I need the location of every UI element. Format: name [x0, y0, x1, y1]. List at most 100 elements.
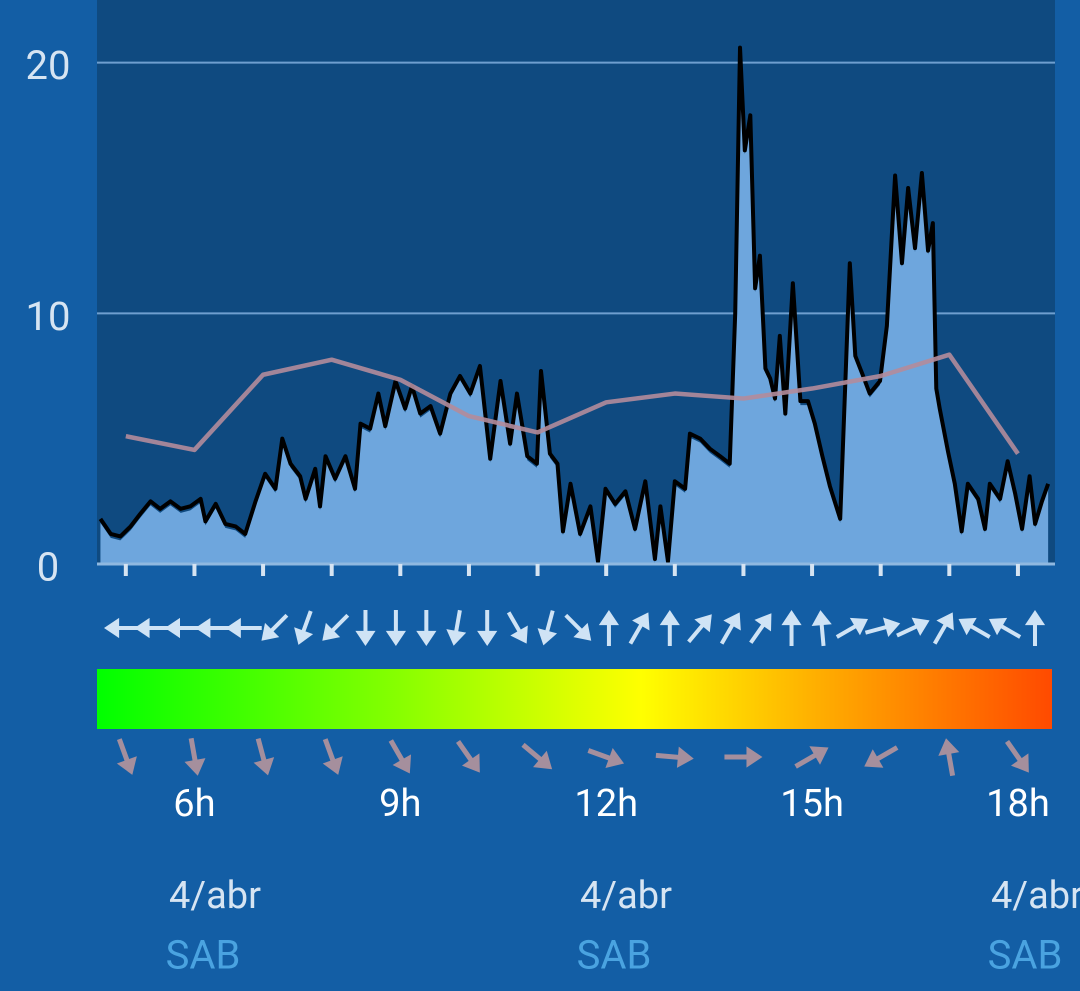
- arrow-head: [385, 630, 406, 646]
- x-tick-label: 12h: [574, 782, 638, 826]
- x-tick-label: 9h: [379, 782, 421, 826]
- direction-arrow: [988, 617, 1022, 639]
- arrow-head: [1024, 610, 1046, 626]
- direction-arrow: [587, 748, 625, 769]
- direction-arrow: [477, 610, 498, 646]
- x-tick-label: 18h: [986, 782, 1050, 826]
- arrow-head: [809, 746, 829, 765]
- direction-arrow: [938, 738, 960, 777]
- arrow-head: [322, 756, 343, 775]
- arrow-head: [116, 756, 137, 775]
- direction-arrow: [506, 611, 528, 644]
- direction-arrow: [811, 610, 832, 647]
- arrow-head: [938, 738, 960, 756]
- direction-arrow: [261, 613, 289, 641]
- direction-arrow: [416, 610, 437, 646]
- arrow-head: [164, 617, 180, 639]
- direction-arrow: [355, 610, 376, 646]
- direction-arrow: [659, 610, 680, 646]
- arrow-head: [184, 758, 206, 776]
- direction-arrow: [388, 739, 412, 774]
- color-scale: [97, 669, 1052, 729]
- direction-arrow: [598, 610, 620, 646]
- arrow-head: [936, 612, 954, 631]
- arrow-head: [446, 629, 467, 646]
- arrow-head: [253, 757, 275, 776]
- arrow-head: [676, 746, 694, 768]
- direction-arrow: [253, 738, 275, 776]
- arrow-head: [225, 617, 241, 639]
- date-label: 4/abr: [991, 874, 1080, 918]
- direction-arrow: [958, 617, 991, 639]
- arrow-head: [573, 622, 592, 641]
- arrow-head: [958, 617, 977, 636]
- direction-arrow: [184, 737, 206, 776]
- arrow-head: [416, 630, 437, 646]
- arrow-head: [533, 750, 553, 770]
- date-label: 4/abr: [169, 874, 261, 918]
- arrow-head: [195, 617, 211, 639]
- direction-arrow: [455, 740, 480, 773]
- direction-arrow: [521, 742, 553, 770]
- direction-arrow: [724, 746, 763, 768]
- series-line: [98, 45, 1051, 564]
- direction-arrow: [446, 609, 467, 646]
- direction-arrow: [116, 738, 137, 775]
- y-tick-label: 0: [37, 544, 59, 591]
- y-tick-label: 10: [26, 293, 71, 340]
- x-tick-label: 15h: [780, 782, 844, 826]
- arrow-head: [1010, 753, 1029, 773]
- arrow-head: [355, 630, 376, 646]
- direction-arrow: [835, 617, 868, 639]
- direction-arrow: [655, 746, 694, 768]
- arrow-head: [134, 617, 150, 639]
- arrow-head: [723, 612, 741, 631]
- day-label: SAB: [166, 932, 241, 979]
- direction-arrow: [864, 617, 901, 637]
- direction-arrow: [794, 746, 829, 769]
- day-label: SAB: [577, 932, 652, 979]
- direction-arrow: [932, 612, 954, 645]
- arrow-head: [461, 753, 480, 773]
- direction-arrow: [1024, 610, 1046, 646]
- arrow-head: [322, 622, 341, 641]
- direction-arrow: [628, 612, 650, 645]
- direction-arrow: [564, 613, 592, 641]
- arrow-head: [988, 617, 1008, 636]
- arrow-head: [781, 610, 802, 626]
- arrow-head: [104, 617, 120, 639]
- direction-arrow: [749, 613, 772, 644]
- arrow-head: [864, 749, 884, 768]
- direction-arrow: [896, 617, 930, 638]
- arrow-head: [598, 610, 620, 626]
- arrow-head: [392, 754, 412, 774]
- arrow-head: [849, 617, 868, 636]
- arrow-head: [694, 614, 712, 633]
- arrow-head: [261, 622, 280, 641]
- arrow-head: [754, 613, 772, 632]
- arrow-head: [746, 746, 763, 768]
- arrow-head: [605, 748, 625, 769]
- wind-area: [100, 51, 1049, 566]
- arrow-head: [477, 630, 498, 646]
- arrow-head: [811, 610, 832, 627]
- arrow-head: [659, 610, 680, 626]
- direction-arrow: [1004, 740, 1029, 773]
- direction-arrow: [687, 614, 712, 644]
- direction-arrow: [385, 610, 406, 646]
- direction-arrow: [537, 610, 558, 646]
- y-tick-label: 20: [26, 42, 71, 89]
- date-label: 4/abr: [580, 874, 672, 918]
- x-tick-label: 6h: [173, 782, 215, 826]
- direction-arrow: [322, 738, 343, 775]
- direction-arrow: [781, 610, 802, 646]
- arrow-head: [294, 627, 314, 645]
- direction-arrow: [294, 610, 314, 645]
- direction-arrow: [225, 617, 262, 639]
- arrow-head: [883, 617, 901, 637]
- direction-arrow: [719, 612, 741, 645]
- direction-arrow: [322, 613, 350, 641]
- arrow-head: [911, 617, 930, 636]
- series-line: [125, 352, 1020, 455]
